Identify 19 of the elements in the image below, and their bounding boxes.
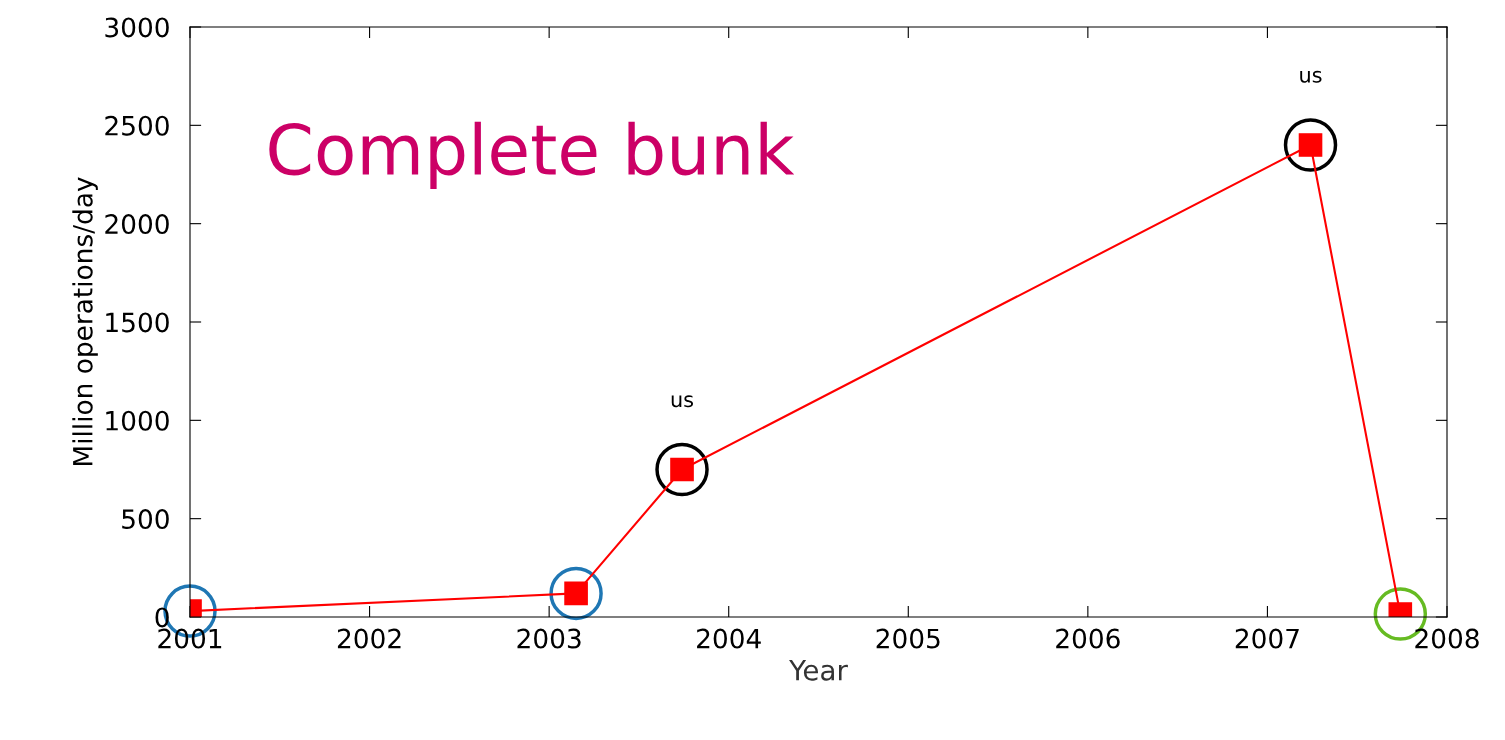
x-tick-label: 2004 (697, 628, 761, 649)
x-tick-label: 2008 (1415, 628, 1479, 649)
x-tick-label: 2007 (1235, 628, 1299, 649)
y-tick-label: 500 (122, 509, 169, 530)
y-axis-title: Million operations/day (72, 177, 98, 466)
y-tick-label: 2000 (105, 214, 169, 235)
x-axis-title: Year (789, 660, 848, 681)
x-tick-label: 2003 (517, 628, 581, 649)
annotation: us (671, 395, 694, 408)
x-tick-label: 2006 (1056, 628, 1120, 649)
x-tick-label: 2005 (876, 628, 940, 649)
y-tick-label: 2500 (105, 115, 169, 136)
x-tick-label: 2002 (337, 628, 401, 649)
annotation: us (1300, 70, 1322, 83)
y-tick-label: 3000 (105, 17, 169, 38)
y-tick-label: 1500 (106, 312, 169, 333)
y-tick-label: 1000 (106, 410, 169, 431)
x-tick-label: 2001 (158, 628, 222, 649)
annotation: Complete bunk (269, 121, 795, 189)
